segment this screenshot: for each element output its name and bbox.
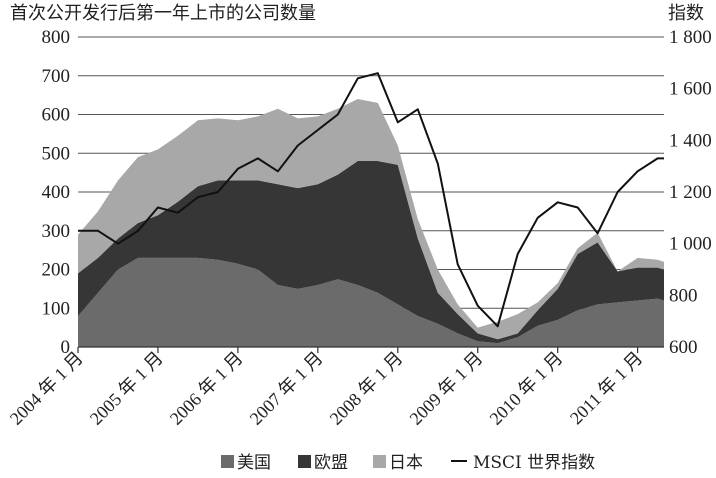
y-tick-right-label: 800 [669,285,698,306]
x-tick-label: 2011 年 1 月 [566,348,646,428]
legend-label: 美国 [237,453,271,473]
legend: 美国 欧盟 日本 MSCI 世界指数 [221,453,595,473]
y-tick-left-label: 500 [42,143,71,164]
x-tick-label: 2005 年 1 月 [86,348,167,429]
lines [78,72,664,328]
legend-swatch [373,455,386,468]
y-tick-right-label: 600 [669,337,698,358]
y-ticks-left: 0 100 200 300 400 500 600 700 800 [42,27,71,358]
y-tick-right-label: 1 600 [669,79,712,100]
y-tick-right-label: 1 400 [669,130,712,151]
x-tick-label: 2008 年 1 月 [326,348,407,429]
y-tick-left-label: 600 [42,105,71,126]
legend-label: 欧盟 [314,453,348,473]
area-series-日本 [78,99,664,340]
y-tick-right-label: 1 000 [669,234,712,255]
x-tick-label: 2010 年 1 月 [486,348,567,429]
y-tick-right-label: 1 200 [669,182,712,203]
x-tick-label: 2004 年 1 月 [6,348,87,429]
legend-item: 欧盟 [298,453,348,473]
y-ticks-right: 600 800 1 000 1 200 1 400 1 600 1 800 [669,27,712,358]
y-tick-left-label: 200 [42,260,71,281]
area-series-欧盟 [78,161,664,344]
x-tick-label: 2009 年 1 月 [406,348,487,429]
y-tick-right-label: 1 800 [669,27,712,48]
y-tick-left-label: 800 [42,27,71,48]
legend-item: 日本 [373,453,423,473]
legend-label: MSCI 世界指数 [473,453,595,473]
legend-item: 美国 [221,453,271,473]
areas [78,99,664,347]
x-tick-label: 2007 年 1 月 [246,348,327,429]
y-tick-left-label: 400 [42,182,71,203]
right-axis-title: 指数 [668,3,704,24]
y-tick-left-label: 100 [42,298,71,319]
legend-label: 日本 [389,453,423,473]
legend-swatch [221,455,234,468]
y-tick-left-label: 700 [42,66,71,87]
area-series-美国 [78,257,664,347]
y-tick-left-label: 0 [61,337,71,358]
legend-swatch [298,455,311,468]
y-tick-left-label: 300 [42,221,71,242]
legend-item: MSCI 世界指数 [451,453,595,473]
line-series-MSCI 世界指数 [78,72,664,328]
x-tick-label: 2006 年 1 月 [166,348,247,429]
chart-title: 首次公开发行后第一年上市的公司数量 [10,3,316,24]
